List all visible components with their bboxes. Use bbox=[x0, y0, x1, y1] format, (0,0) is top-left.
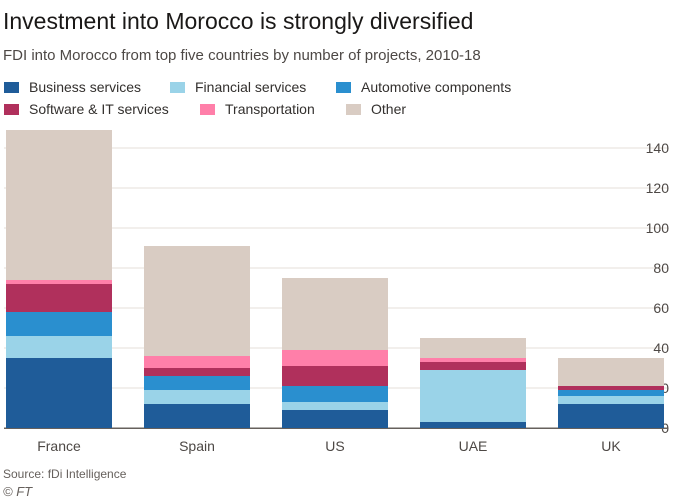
bar-segment-uk-software-it-services bbox=[558, 386, 664, 390]
bar-segment-uae-other bbox=[420, 338, 526, 358]
bar-segment-us-transportation bbox=[282, 350, 388, 366]
legend-item-financial-services: Financial services bbox=[170, 79, 306, 95]
legend-label: Automotive components bbox=[361, 79, 512, 95]
legend-swatch bbox=[4, 81, 19, 93]
y-tick-label: 140 bbox=[646, 140, 670, 156]
bar-segment-spain-transportation bbox=[144, 356, 250, 368]
bar-segment-uae-software-it-services bbox=[420, 362, 526, 370]
y-tick-label: 40 bbox=[653, 340, 669, 356]
legend-label: Business services bbox=[29, 79, 142, 95]
bar-segment-spain-software-it-services bbox=[144, 368, 250, 376]
legend-label: Other bbox=[371, 101, 407, 117]
legend-item-automotive-components: Automotive components bbox=[336, 79, 511, 95]
legend-swatch bbox=[200, 103, 215, 115]
x-tick-label: UAE bbox=[459, 438, 488, 454]
legend-swatch bbox=[346, 103, 361, 115]
legend: Business services Financial services Aut… bbox=[4, 79, 564, 123]
bar-segment-us-financial-services bbox=[282, 402, 388, 410]
bar-segment-uae-transportation bbox=[420, 358, 526, 362]
bar-segment-uae-business-services bbox=[420, 422, 526, 428]
bar-segment-uk-business-services bbox=[558, 404, 664, 428]
bar-segment-uk-other bbox=[558, 358, 664, 386]
bar-segment-spain-business-services bbox=[144, 404, 250, 428]
bar-segment-uae-financial-services bbox=[420, 370, 526, 422]
x-tick-label: US bbox=[325, 438, 344, 454]
y-tick-label: 80 bbox=[653, 260, 669, 276]
bar-segment-us-business-services bbox=[282, 410, 388, 428]
y-tick-label: 60 bbox=[653, 300, 669, 316]
legend-swatch bbox=[170, 81, 185, 93]
bar-segment-us-automotive-components bbox=[282, 386, 388, 402]
chart-title: Investment into Morocco is strongly dive… bbox=[3, 8, 474, 34]
copyright-note: © FT bbox=[3, 484, 33, 499]
y-tick-label: 120 bbox=[646, 180, 670, 196]
bar-segment-us-software-it-services bbox=[282, 366, 388, 386]
bar-segment-france-other bbox=[6, 130, 112, 280]
bar-segment-france-transportation bbox=[6, 280, 112, 284]
legend-item-transportation: Transportation bbox=[200, 101, 315, 117]
bar-segment-us-other bbox=[282, 278, 388, 350]
legend-swatch bbox=[4, 103, 19, 115]
legend-item-software-it-services: Software & IT services bbox=[4, 101, 169, 117]
y-tick-label: 100 bbox=[646, 220, 670, 236]
bar-segment-france-automotive-components bbox=[6, 312, 112, 336]
legend-label: Financial services bbox=[195, 79, 307, 95]
legend-swatch bbox=[336, 81, 351, 93]
bar-segment-uk-financial-services bbox=[558, 396, 664, 404]
bar-segment-uk-automotive-components bbox=[558, 390, 664, 396]
x-tick-label: UK bbox=[601, 438, 621, 454]
source-note: Source: fDi Intelligence bbox=[3, 467, 127, 481]
bar-segment-spain-automotive-components bbox=[144, 376, 250, 390]
legend-label: Software & IT services bbox=[29, 101, 169, 117]
legend-item-business-services: Business services bbox=[4, 79, 141, 95]
bar-segment-spain-financial-services bbox=[144, 390, 250, 404]
legend-item-other: Other bbox=[346, 101, 406, 117]
bar-segment-spain-other bbox=[144, 246, 250, 356]
legend-label: Transportation bbox=[225, 101, 315, 117]
bar-segment-france-software-it-services bbox=[6, 284, 112, 312]
x-tick-label: France bbox=[37, 438, 81, 454]
chart-subtitle: FDI into Morocco from top five countries… bbox=[3, 47, 481, 64]
x-tick-label: Spain bbox=[179, 438, 215, 454]
bar-segment-france-financial-services bbox=[6, 336, 112, 358]
bar-segment-france-business-services bbox=[6, 358, 112, 428]
